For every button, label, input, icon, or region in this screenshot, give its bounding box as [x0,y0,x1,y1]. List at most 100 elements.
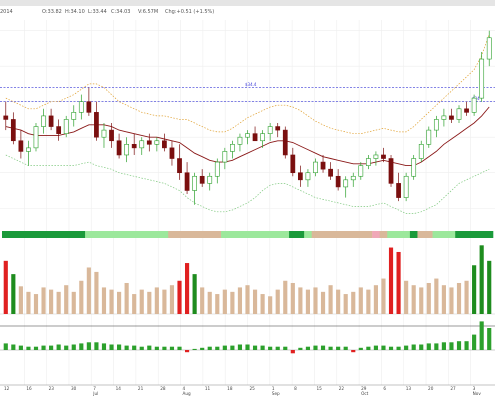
indicator-bar [49,345,54,350]
candle-body [381,154,386,159]
indicator-bar [358,347,363,350]
candle-body [109,129,114,142]
candle-body [426,129,432,145]
candle-body [358,165,364,177]
candle-body [411,158,417,177]
indicator-bar [11,344,16,350]
candle-body [267,126,273,134]
indicator-bar [192,348,197,350]
candle-body [343,179,349,188]
info-change: Chg:+0.51 (+1.5%) [165,9,215,15]
indicator-bar [336,346,341,350]
x-tick-label: 11 [205,386,211,391]
indicator-bar [434,343,439,350]
indicator-bar [200,347,205,350]
trend-ribbon-segment [304,231,313,238]
candle-body [313,161,318,174]
candle-body [252,133,258,142]
candle-body [177,158,182,174]
volume-bar [18,286,23,314]
indicator-bar [449,342,454,350]
x-tick-label: 22 [339,386,345,391]
candle-body [71,112,77,120]
indicator-bar [71,344,76,350]
volume-bar [3,260,8,314]
candle-body [297,172,303,181]
candle-body [116,140,122,156]
x-tick-label: 12 [4,386,10,391]
candle-body [464,108,469,113]
volume-bar [351,291,356,314]
trend-ribbon-segment [387,231,411,238]
volume-bar [388,247,394,314]
volume-bar [479,245,484,314]
x-tick-label: 13 [406,386,412,391]
volume-bar [184,263,190,314]
candle-body [169,147,175,159]
indicator-bar [343,346,348,350]
candle-body [290,154,296,174]
indicator-bar [283,346,288,350]
volume-bar [283,280,288,314]
indicator-bar [169,346,175,350]
indicator-bar [109,344,114,350]
candle-body [396,183,401,198]
indicator-bar [139,346,144,350]
indicator-bar [366,346,371,350]
upper-band-line [5,34,490,135]
candle-body [131,144,137,149]
x-tick-label: 30 [71,386,77,391]
volume-bar [328,285,333,314]
x-month-label: Oct [361,391,369,396]
indicator-bar [456,341,462,350]
volume-bar [230,291,235,314]
indicator-bar [162,346,167,350]
indicator-bar [441,342,446,350]
volume-bar [381,278,386,314]
info-low: L:33.44 [88,9,107,15]
volume-bar [487,260,492,314]
candle-body [282,129,288,156]
volume-bar [426,282,431,314]
candle-body [214,161,220,177]
indicator-bar [94,342,99,350]
volume-bar [472,265,477,314]
candle-body [207,175,213,184]
x-tick-label: 27 [450,386,456,391]
volume-bar [41,287,46,314]
indicator-bar [117,344,122,350]
indicator-bar [56,344,61,350]
indicator-bar [419,344,424,350]
x-month-label: Jul [92,391,98,396]
volume-bar [343,294,348,314]
info-date: 2014 [0,9,13,15]
candle-body [320,161,326,170]
candle-body [184,172,190,191]
volume-bar [298,287,303,314]
indicator-bar [79,343,84,350]
volume-bar [154,287,159,314]
volume-bar [109,289,114,314]
resistance-label: $34.4 [245,82,257,87]
volume-bar [252,289,258,314]
trend-ribbon-segment [221,231,290,238]
indicator-bar [290,350,295,354]
indicator-bar [388,346,394,350]
volume-bar [404,280,409,314]
indicator-bar [124,345,129,350]
volume-bar [79,280,84,314]
candle-body [471,97,477,113]
candle-body [365,158,371,166]
candle-body [222,151,228,163]
volume-bar [207,291,212,314]
volume-bar [396,251,401,314]
volume-bar [237,287,243,314]
candle-body [3,115,9,120]
x-tick-label: 23 [49,386,55,391]
volume-bar [320,291,326,314]
candle-body [388,158,394,184]
candle-body [456,108,462,120]
trend-ribbon-segment [417,231,433,238]
indicator-bar [260,345,265,350]
